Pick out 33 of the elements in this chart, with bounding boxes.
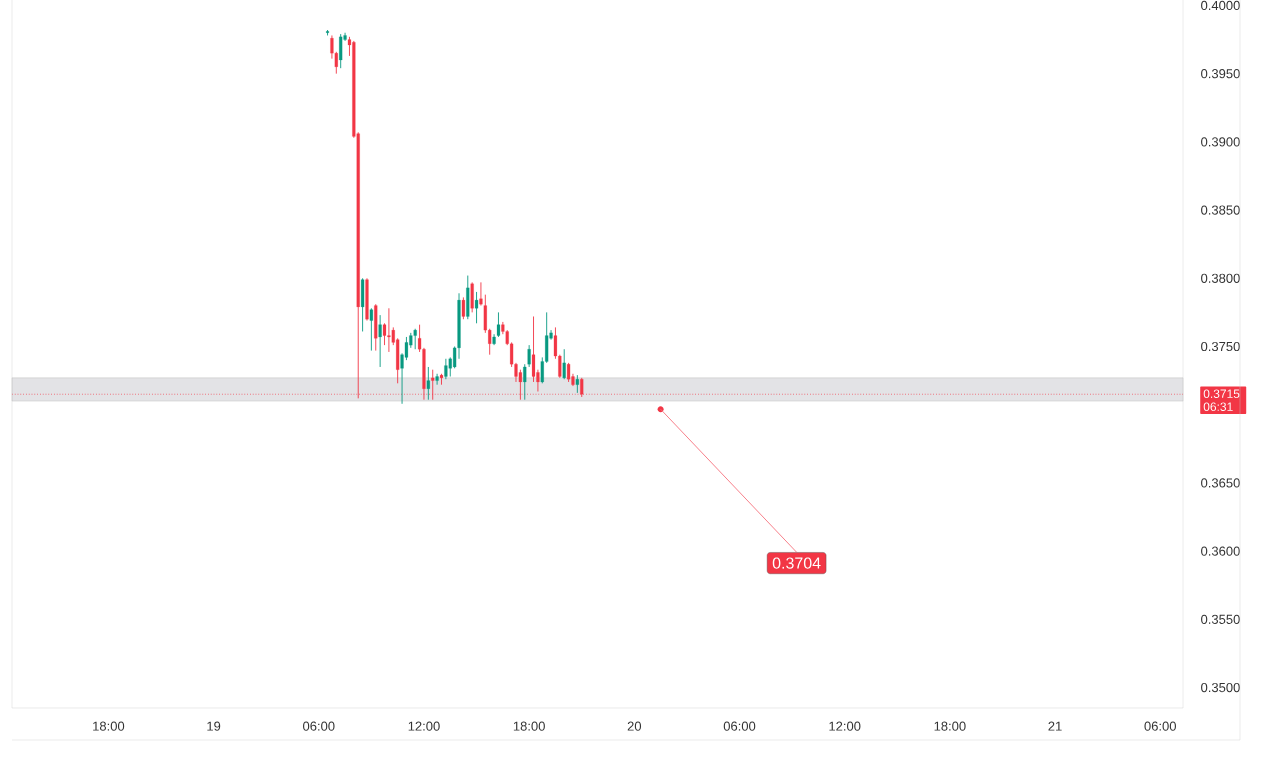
- y-tick-label: 0.3900: [1201, 137, 1240, 147]
- y-tick-label: 0.3650: [1201, 478, 1240, 488]
- y-tick-label: 0.3500: [1201, 682, 1240, 693]
- y-tick-label: 0.3550: [1201, 614, 1240, 624]
- x-tick-label: 06:00: [303, 721, 335, 731]
- ref-line-label: 0.3715 06:31: [1203, 389, 1240, 411]
- x-tick-label: 12:00: [829, 721, 861, 731]
- candlestick: [369, 307, 373, 352]
- x-tick-label: 20: [627, 721, 642, 731]
- x-tick-label: 12:00: [408, 721, 440, 731]
- x-tick-label: 18:00: [513, 721, 545, 731]
- candlestick: [339, 33, 343, 69]
- y-tick-label: 0.3850: [1201, 205, 1240, 215]
- y-tick-label: 0.3950: [1201, 69, 1240, 79]
- candlestick: [426, 366, 430, 401]
- y-tick-label: 0.3800: [1201, 273, 1240, 283]
- x-tick-label: 06:00: [723, 721, 756, 731]
- x-tick-label: 06:00: [1144, 721, 1176, 731]
- candlestick: [435, 373, 439, 386]
- x-tick-label: 21: [1048, 721, 1062, 731]
- x-tick-label: 19: [207, 721, 221, 731]
- annotation: 0.3704: [772, 557, 821, 569]
- candlestick: [378, 314, 382, 368]
- y-tick-label: 0.3750: [1201, 341, 1240, 352]
- x-tick-label: 18:00: [934, 721, 966, 731]
- y-tick-label: 0.3600: [1201, 546, 1240, 556]
- candlestick: [562, 348, 566, 380]
- candlestick: [444, 358, 448, 380]
- y-tick-label: 0.4000: [1201, 0, 1240, 11]
- x-tick-label: 18:00: [93, 721, 125, 731]
- candlestick: [566, 362, 571, 383]
- candlestick: [461, 296, 465, 320]
- candlestick: [474, 291, 479, 324]
